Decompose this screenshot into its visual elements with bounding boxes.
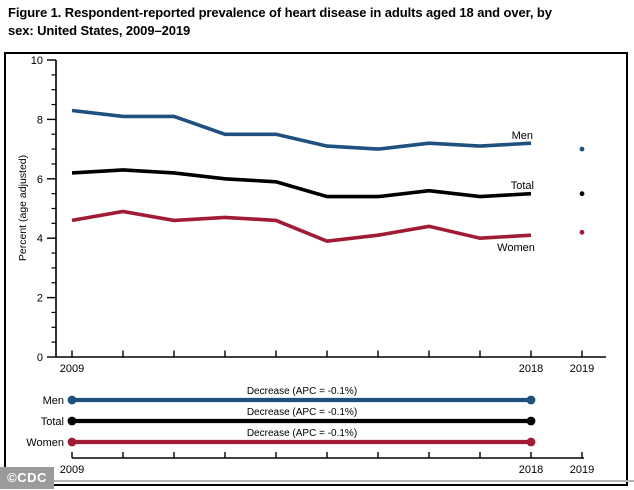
trend-row-startdot-total — [67, 416, 77, 426]
trend-row-startdot-men — [67, 395, 77, 405]
figure-box: 0 2 4 6 8 10 2009 2018 2019 Percent (age adjusted… — [4, 52, 628, 486]
women-2019-dot — [579, 229, 585, 235]
trend-x-tick-label-2019: 2019 — [570, 464, 594, 476]
trend-panel: Men Decrease (APC = -0.1%) Total Decrease (… — [26, 386, 594, 476]
trend-row-enddot-men — [526, 395, 536, 405]
trend-row-label-total: Total — [41, 416, 64, 428]
watermark-line — [54, 480, 634, 482]
figure-title-line1: Figure 1. Respondent-reported prevalence… — [8, 5, 552, 20]
trend-x-tick-label-2009: 2009 — [60, 464, 84, 476]
series-label-women: Women — [497, 242, 535, 254]
main-chart: 0 2 4 6 8 10 2009 2018 2019 Percent (age adjusted… — [17, 55, 606, 375]
y-tick-label: 4 — [37, 233, 43, 245]
trend-row-label-men: Men — [43, 395, 64, 407]
apc-annotation-women: Decrease (APC = -0.1%) — [247, 428, 357, 439]
trend-row-label-women: Women — [26, 437, 64, 449]
y-tick-label: 0 — [37, 352, 43, 364]
series-label-total: Total — [511, 180, 534, 192]
trend-row-enddot-total — [526, 416, 536, 426]
cdc-watermark: ©CDC — [0, 467, 54, 489]
y-tick-label: 2 — [37, 293, 43, 305]
y-tick-label: 6 — [37, 174, 43, 186]
total-2019-dot — [579, 191, 585, 197]
x-tick-label-2018: 2018 — [519, 363, 543, 375]
trend-x-tick-label-2018: 2018 — [519, 464, 543, 476]
total-line — [71, 168, 532, 199]
x-tick-label-2009: 2009 — [60, 363, 84, 375]
y-tick-label: 10 — [31, 55, 43, 67]
women-line — [71, 209, 532, 244]
apc-annotation-men: Decrease (APC = -0.1%) — [247, 386, 357, 397]
x-tick-label-2019: 2019 — [570, 363, 594, 375]
apc-annotation-total: Decrease (APC = -0.1%) — [247, 407, 357, 418]
men-line — [71, 108, 532, 151]
y-axis-title: Percent (age adjusted) — [17, 155, 29, 261]
figure-title-line2: sex: United States, 2009–2019 — [8, 23, 191, 38]
series-label-men: Men — [512, 130, 533, 142]
trend-row-enddot-women — [526, 437, 536, 447]
y-tick-label: 8 — [37, 114, 43, 126]
figure-title: Figure 1. Respondent-reported prevalence… — [8, 4, 608, 40]
men-2019-dot — [579, 146, 585, 152]
trend-row-startdot-women — [67, 437, 77, 447]
